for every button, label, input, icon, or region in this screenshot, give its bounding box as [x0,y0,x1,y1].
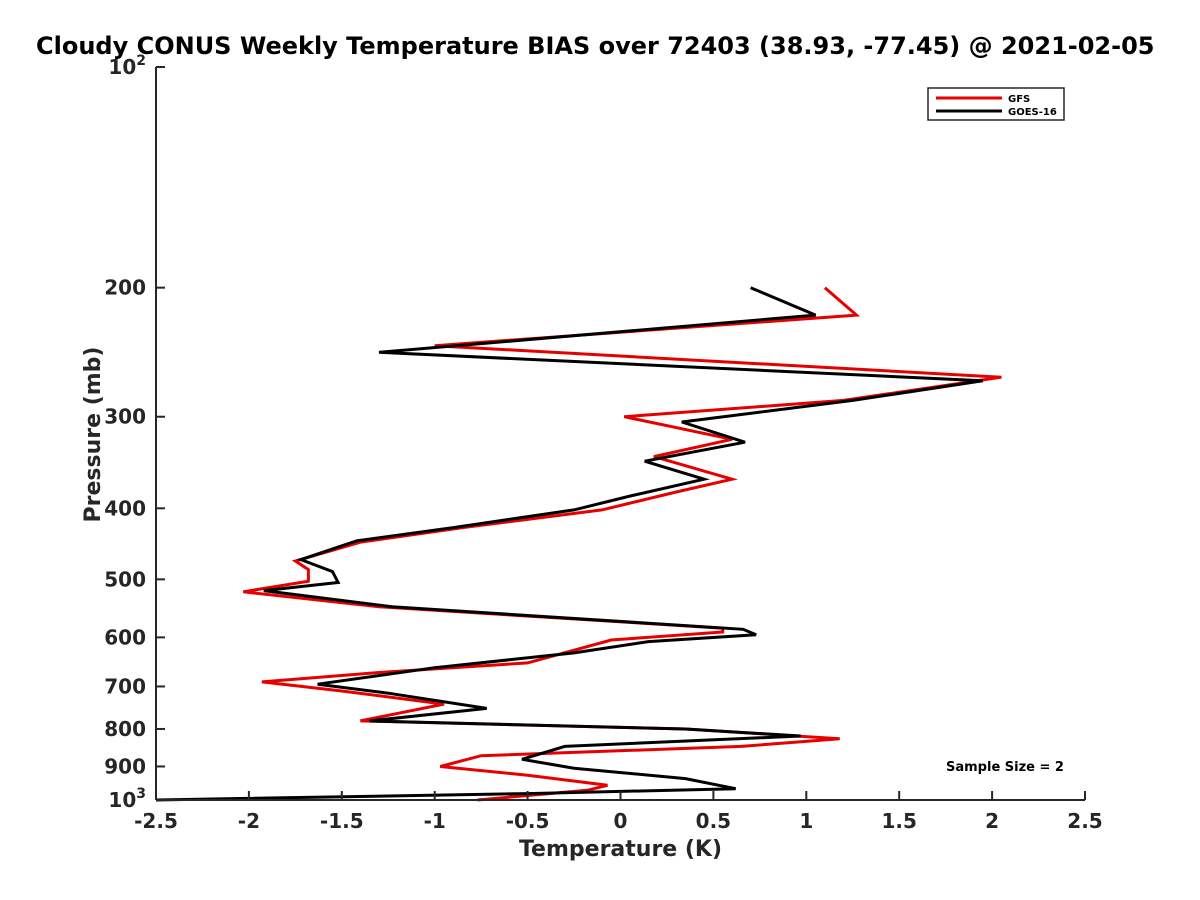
x-tick-label: -2 [238,809,260,833]
x-tick-label: -1.5 [320,809,364,833]
y-tick-label: 800 [104,717,146,741]
sample-size-annotation: Sample Size = 2 [946,760,1064,775]
legend-entry-label: GOES-16 [1008,107,1057,118]
x-axis-ticks: -2.5 -2 -1.5 -1 -0.5 0 0.5 1 1.5 2 2.5 [134,791,1103,833]
legend-box [927,87,1065,121]
legend-entry-label: GFS [1008,94,1030,105]
x-tick-label: -1 [424,809,446,833]
y-axis-label: Pressure (mb) [81,347,106,523]
x-tick-label: 1.5 [881,809,916,833]
series-line-goes-16 [155,286,984,802]
chart-title: Cloudy CONUS Weekly Temperature BIAS ove… [36,32,1154,60]
y-tick-label: 300 [104,405,146,429]
y-tick-label: 900 [104,754,146,778]
plot-area [155,286,1002,802]
y-tick-label: 500 [104,567,146,591]
x-tick-label: 2.5 [1067,809,1102,833]
y-tick-label: 200 [104,276,146,300]
y-tick-label: 600 [104,625,146,649]
legend: GFS GOES-16 [927,87,1065,121]
x-axis-label: Temperature (K) [519,837,722,862]
x-tick-label: 0.5 [696,809,731,833]
x-tick-label: 0 [614,809,628,833]
y-tick-label: 102 [108,53,146,79]
x-tick-label: -2.5 [134,809,178,833]
x-tick-label: 2 [985,809,999,833]
y-axis-ticks: 102 200 300 400 500 600 700 800 900 103 [104,53,165,812]
y-tick-label: 700 [104,674,146,698]
y-tick-label: 103 [108,786,146,812]
x-tick-label: -0.5 [506,809,550,833]
y-tick-label: 400 [104,496,146,520]
x-tick-label: 1 [799,809,813,833]
